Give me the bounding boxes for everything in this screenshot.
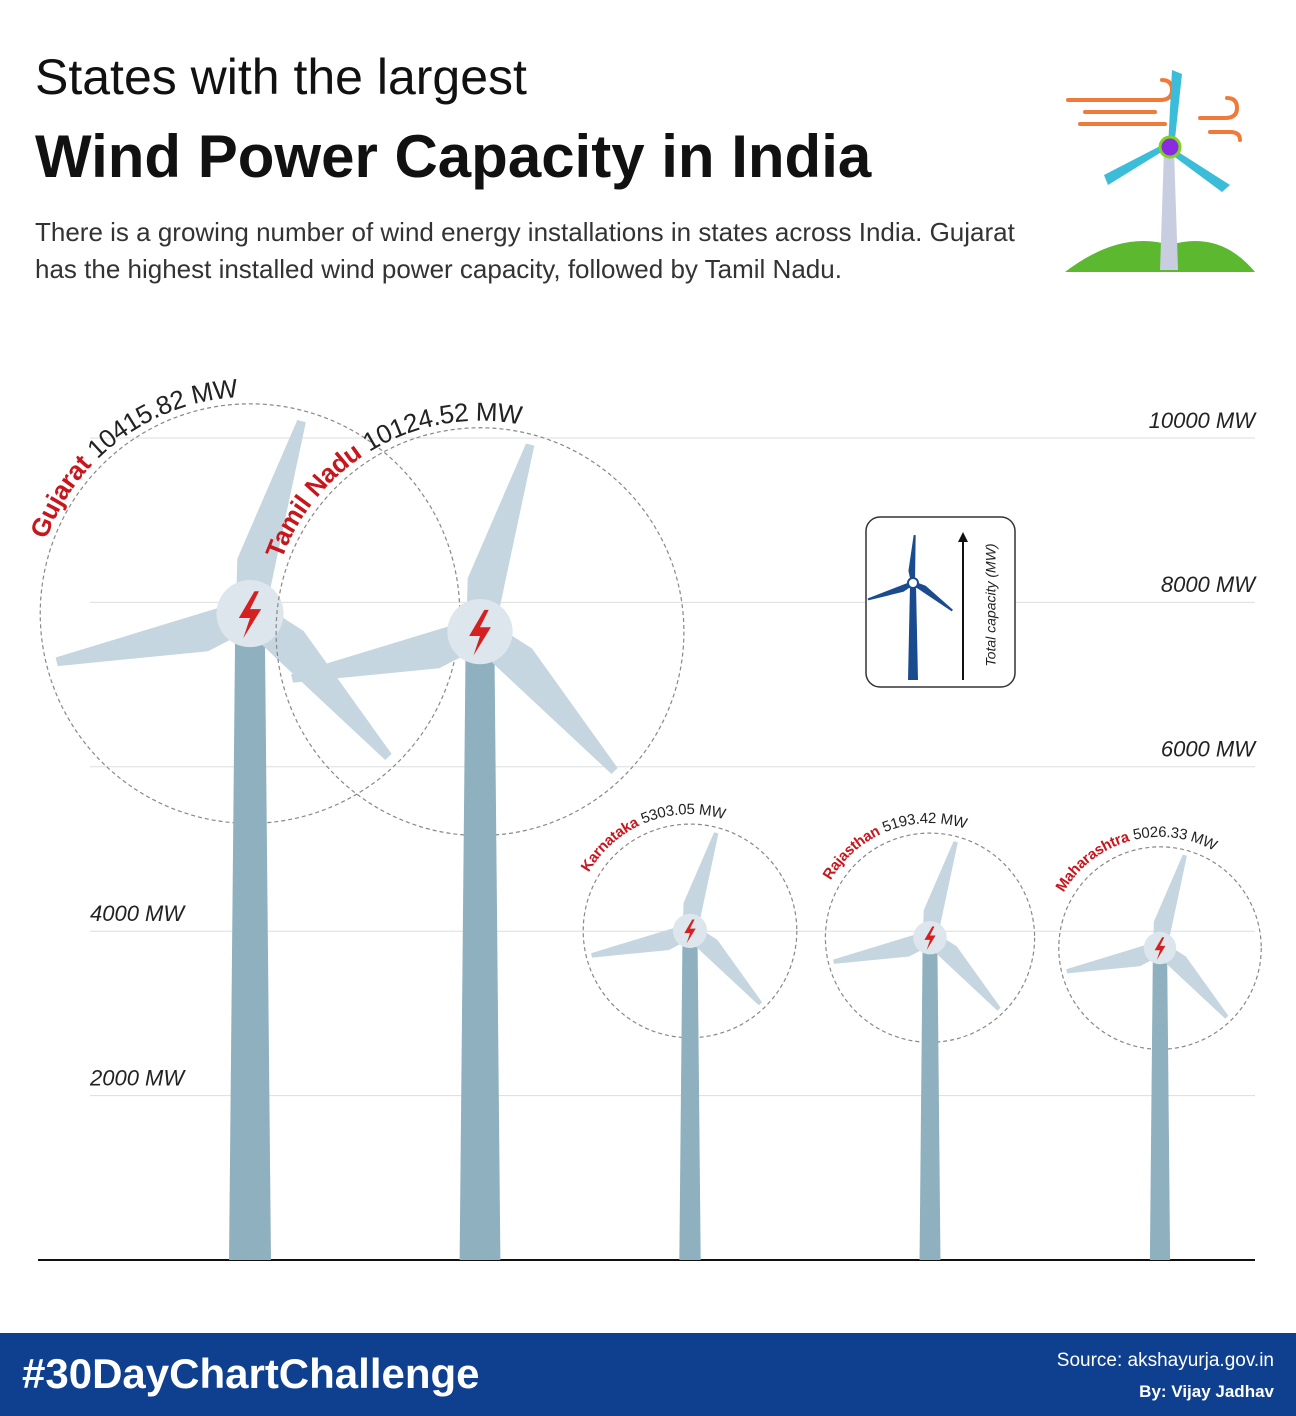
legend-arrowhead: [958, 532, 968, 542]
blade: [291, 617, 484, 683]
bolt-icon: [684, 919, 696, 944]
legend-label: Total capacity (MW): [983, 543, 999, 666]
bolt-icon: [238, 591, 262, 639]
blade: [1066, 941, 1162, 974]
blade: [684, 925, 763, 1006]
tower: [1149, 948, 1171, 1260]
turbine-label-path: Maharashtra5026.33 MW: [1052, 824, 1220, 895]
value-label: 5193.42 MW: [880, 810, 970, 836]
value-label: 10124.52 MW: [357, 396, 524, 457]
state-name: Maharashtra: [1052, 828, 1132, 895]
tower: [229, 613, 271, 1260]
state-name: Karnataka: [578, 814, 642, 875]
legend-blade: [867, 581, 914, 601]
y-tick-label: 10000 MW: [1149, 408, 1258, 433]
subtitle: There is a growing number of wind energy…: [35, 217, 1015, 284]
turbine-label-path: Gujarat10415.82 MW: [24, 373, 240, 542]
blade: [55, 599, 254, 667]
blade: [833, 930, 932, 964]
rotor-circle: [275, 427, 685, 837]
source: Source: akshayurja.gov.in: [1056, 1350, 1274, 1371]
header-icon: [1065, 70, 1255, 272]
footer-band: [0, 1333, 1296, 1416]
blade: [924, 932, 1001, 1011]
bolt-icon: [924, 926, 936, 950]
blade: [1153, 854, 1187, 950]
title-line-1: States with the largest: [35, 49, 527, 105]
legend-tower: [908, 585, 918, 680]
legend-blade: [911, 581, 953, 612]
y-tick-label: 6000 MW: [1161, 737, 1257, 762]
legend-blade: [908, 534, 916, 584]
y-tick-label: 2000 MW: [89, 1065, 186, 1090]
tower: [919, 937, 941, 1260]
blade: [469, 621, 618, 774]
blade: [239, 603, 392, 760]
hashtag: #30DayChartChallenge: [22, 1350, 480, 1397]
y-tick-label: 4000 MW: [90, 901, 186, 926]
state-name: Gujarat: [24, 448, 97, 542]
blade: [682, 832, 719, 933]
tower: [679, 930, 701, 1260]
blade: [922, 841, 958, 940]
value-label: 5026.33 MW: [1132, 824, 1221, 855]
turbine-label: Maharashtra5026.33 MW: [1052, 824, 1220, 895]
blade: [1154, 943, 1229, 1019]
value-label: 10415.82 MW: [81, 373, 240, 464]
chart: 2000 MW 4000 MW 6000 MW 8000 MW 10000 MW Guja…: [24, 373, 1262, 1261]
y-tick-label: 8000 MW: [1161, 572, 1257, 597]
legend-hub: [907, 577, 919, 589]
bolt-icon: [1154, 937, 1166, 960]
turbine-label: Gujarat10415.82 MW: [24, 373, 240, 542]
blade: [235, 419, 306, 618]
title-line-2: Wind Power Capacity in India: [35, 123, 872, 190]
rotor-circle: [1058, 846, 1262, 1050]
state-name: Rajasthan: [820, 822, 883, 882]
value-label: 5303.05 MW: [639, 801, 729, 827]
bolt-icon: [469, 609, 491, 656]
blade: [466, 443, 535, 636]
credit: By: Vijay Jadhav: [1139, 1382, 1274, 1401]
blade: [591, 923, 692, 958]
tower: [459, 631, 501, 1260]
